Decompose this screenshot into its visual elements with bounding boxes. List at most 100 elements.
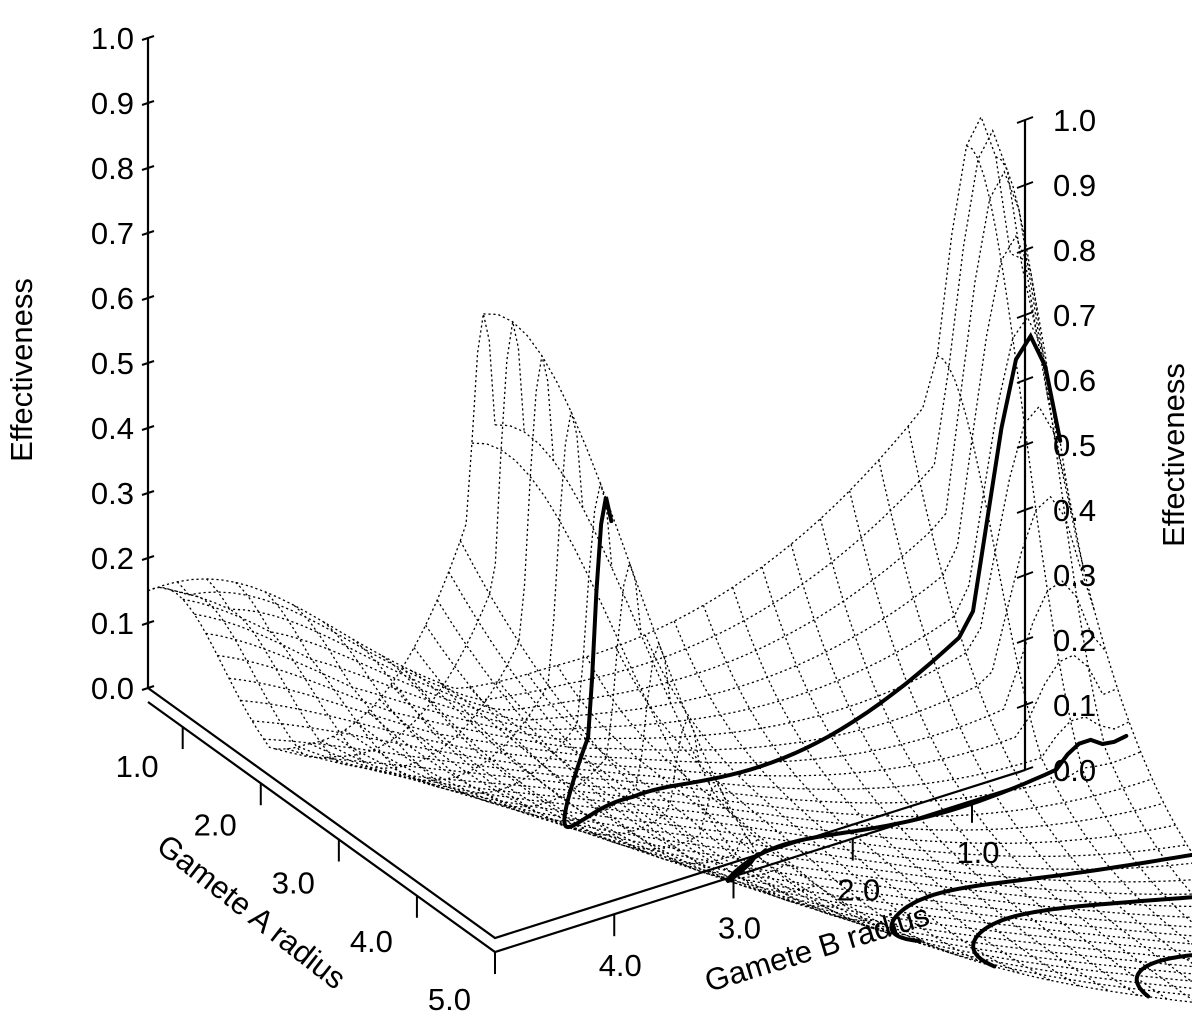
z-right-tick-label-2: 0.2 — [1053, 623, 1096, 658]
mesh-line-b-4 — [264, 483, 613, 794]
contour-level-0 — [562, 331, 1063, 830]
mesh-line-a-29 — [483, 313, 1192, 996]
z-right-tick-10 — [1016, 116, 1034, 124]
z-left-tick-2 — [141, 555, 155, 561]
z-left-tick-0 — [141, 685, 155, 691]
mesh-line-b-16 — [615, 646, 963, 958]
mesh-line-b-9 — [410, 669, 759, 865]
z-right-tick-label-7: 0.7 — [1053, 298, 1096, 333]
b-tick-label-3: 4.0 — [599, 948, 642, 983]
z-right-tick-label-0: 0.0 — [1053, 753, 1096, 788]
contour-lines — [562, 331, 1192, 999]
mesh-line-a-1 — [159, 128, 1038, 701]
z-left-tick-1 — [141, 620, 155, 626]
base-top-edge — [147, 687, 1026, 940]
z-left-tick-label-1: 0.1 — [91, 606, 134, 641]
z-left-tick-8 — [141, 165, 155, 171]
mesh-line-a-19 — [367, 711, 1192, 918]
z-right-tick-7 — [1016, 311, 1034, 319]
mesh-line-a-27 — [459, 540, 1192, 982]
mesh-line-a-22 — [401, 666, 1192, 945]
z-right-tick-label-1: 0.1 — [1053, 688, 1096, 723]
z-left-tick-label-2: 0.2 — [91, 541, 134, 576]
a-tick-label-2: 3.0 — [272, 866, 315, 901]
mesh-line-b-1 — [176, 321, 525, 759]
contour-level-3 — [971, 895, 1192, 969]
mesh-line-a-16 — [332, 735, 1192, 883]
z-right-tick-label-5: 0.5 — [1053, 428, 1096, 463]
z-left-tick-label-6: 0.6 — [91, 281, 134, 316]
z-right-tick-2 — [1016, 636, 1034, 644]
z-right-tick-label-6: 0.6 — [1053, 363, 1096, 398]
mesh-line-a-30 — [494, 424, 1192, 1003]
z-right-tick-4 — [1016, 506, 1034, 514]
z-left-tick-9 — [141, 100, 155, 106]
mesh-line-a-21 — [390, 684, 1192, 937]
z-right-tick-6 — [1016, 376, 1034, 384]
z-right-tick-label-4: 0.4 — [1053, 493, 1096, 528]
mesh-line-a-12 — [286, 748, 1164, 831]
z-axis-right-title: Effectiveness — [1156, 363, 1191, 547]
axes: 0.0 0.1 0.2 0.3 0.4 0.5 0.6 0.7 0.8 0.9 1.0 0.0 0.1 0… — [91, 21, 1096, 1017]
z-right-tick-label-3: 0.3 — [1053, 558, 1096, 593]
mesh-line-b-23 — [819, 518, 1168, 1000]
b-tick-label-2: 3.0 — [718, 910, 761, 945]
mesh-line-a-7 — [228, 580, 1107, 764]
mesh-line-b-17 — [644, 634, 993, 967]
mesh-line-a-5 — [205, 405, 1084, 740]
mesh-line-b-30 — [1024, 260, 1192, 855]
x-axis-title: Gamete A radius — [150, 827, 352, 996]
mesh-line-b-2 — [206, 355, 555, 769]
contour-level-2 — [889, 852, 1192, 944]
a-tick-label-4: 5.0 — [428, 982, 471, 1017]
mesh-line-a-20 — [378, 698, 1192, 928]
a-tick-label-3: 4.0 — [350, 924, 393, 959]
mesh-line-a-11 — [275, 748, 1153, 818]
z-axis-left-title: Effectiveness — [4, 278, 39, 462]
mesh-line-b-21 — [761, 566, 1110, 992]
mesh-line-a-3 — [182, 234, 1061, 721]
z-left-tick-label-5: 0.5 — [91, 346, 134, 381]
a-tick-label-0: 1.0 — [116, 749, 159, 784]
b-tick-label-0: 1.0 — [956, 835, 999, 870]
mesh-line-a-10 — [263, 738, 1141, 804]
z-right-tick-label-8: 0.8 — [1053, 233, 1096, 268]
z-right-tick-0 — [1016, 766, 1034, 774]
z-left-tick-label-7: 0.7 — [91, 216, 134, 251]
z-left-tick-10 — [141, 35, 155, 41]
z-right-tick-9 — [1016, 181, 1034, 189]
z-left-tick-label-3: 0.3 — [91, 476, 134, 511]
z-left-tick-label-9: 0.9 — [91, 86, 134, 121]
z-left-tick-7 — [141, 230, 155, 236]
mesh-line-a-15 — [321, 740, 1192, 870]
mesh-line-a-0 — [147, 115, 1026, 690]
mesh-line-b-12 — [498, 681, 846, 907]
z-left-tick-label-8: 0.8 — [91, 151, 134, 186]
z-left-tick-6 — [141, 295, 155, 301]
mesh-line-b-14 — [556, 664, 905, 936]
mesh-line-a-17 — [344, 729, 1192, 895]
z-left-tick-label-4: 0.4 — [91, 411, 134, 446]
z-right-tick-1 — [1016, 701, 1034, 709]
mesh-line-b-8 — [381, 655, 730, 850]
mesh-line-a-2 — [170, 170, 1049, 711]
z-right-tick-label-10: 1.0 — [1053, 103, 1096, 138]
z-right-tick-3 — [1016, 571, 1034, 579]
mesh-line-b-20 — [732, 587, 1081, 987]
contour-level-1 — [725, 733, 1129, 884]
z-left-tick-label-10: 1.0 — [91, 21, 134, 56]
mesh-line-b-26 — [907, 426, 1192, 964]
b-tick-label-1: 2.0 — [837, 873, 880, 908]
z-right-tick-8 — [1016, 246, 1034, 254]
z-right-tick-label-9: 0.9 — [1053, 168, 1096, 203]
z-left-tick-label-0: 0.0 — [91, 671, 134, 706]
a-tick-label-1: 2.0 — [194, 807, 237, 842]
mesh-line-a-4 — [194, 316, 1072, 731]
z-left-tick-5 — [141, 360, 155, 366]
mesh-line-b-13 — [527, 673, 876, 922]
mesh-line-a-6 — [217, 495, 1096, 751]
mesh-line-b-19 — [702, 605, 1051, 981]
mesh-line-a-13 — [298, 746, 1176, 845]
z-left-tick-4 — [141, 425, 155, 431]
